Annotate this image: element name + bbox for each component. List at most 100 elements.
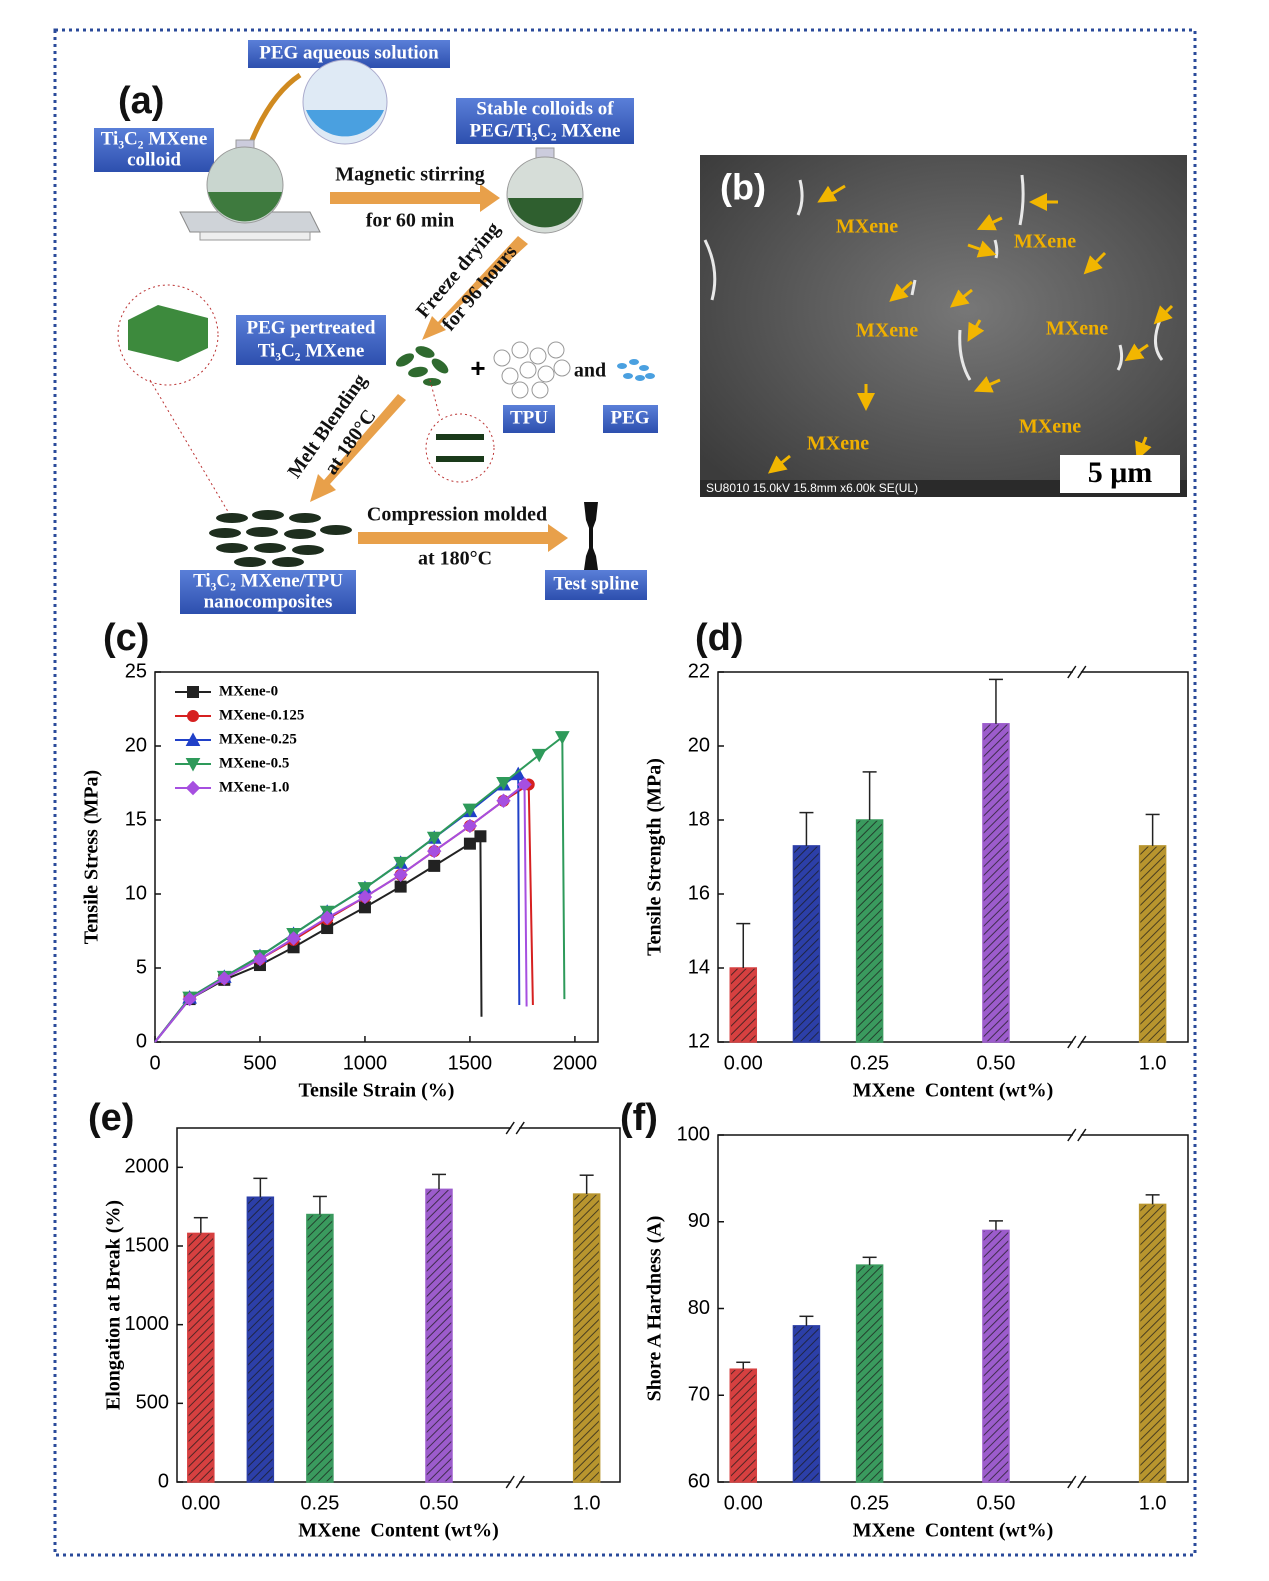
x-tick-label: 0.00: [724, 1492, 763, 1514]
legend-marker: [185, 780, 201, 796]
plot-frame: [717, 1134, 1189, 1483]
bar: [187, 1232, 215, 1483]
series-line: [154, 735, 566, 1043]
axis-break-gap: [511, 1479, 520, 1485]
y-tick-label: 0: [158, 1470, 169, 1492]
discs: [209, 510, 352, 567]
solution: [306, 110, 384, 137]
plot-frame: [154, 671, 599, 1043]
box-text: Stable colloids of: [476, 98, 614, 119]
marker: [357, 882, 373, 896]
annotation: MXene: [1046, 318, 1108, 340]
sem-image: [700, 155, 1187, 497]
bar: [792, 845, 821, 1043]
mxene-flakes: [395, 346, 449, 386]
box-text: Ti₃C₂ MXene: [258, 340, 365, 361]
bar: [982, 1229, 1010, 1483]
x-tick-label: 1.0: [573, 1492, 601, 1514]
box-text: TPU: [510, 407, 548, 428]
x-tick-label: 1.0: [1139, 1052, 1167, 1074]
axis-break-gap: [511, 1125, 520, 1131]
annotation: MXene: [807, 433, 869, 455]
step-text: Compression molded: [367, 504, 547, 526]
axis-break: [1067, 665, 1077, 679]
axis-break: [505, 1121, 515, 1135]
legend-marker: [185, 758, 201, 772]
y-tick-label: 18: [688, 808, 710, 830]
bar: [306, 1213, 334, 1483]
box-text: PEG aqueous solution: [259, 42, 439, 63]
x-tick-label: 0.50: [420, 1492, 459, 1514]
bar: [246, 1196, 275, 1483]
y-tick-label: 25: [125, 660, 147, 682]
marker: [510, 766, 526, 781]
y-tick-label: 10: [125, 882, 147, 904]
y-axis-label: Shore A Hardness (A): [644, 1216, 666, 1402]
axis-break-gap: [1072, 1039, 1081, 1045]
legend-marker: [185, 732, 201, 746]
y-axis-label: Tensile Stress (MPa): [81, 770, 103, 944]
axis-break-gap: [1072, 1132, 1081, 1138]
marker: [463, 837, 476, 850]
axis-break: [1077, 1035, 1087, 1049]
marker: [393, 856, 408, 871]
arrow: [422, 236, 528, 340]
x-tick-label: 1.0: [1139, 1492, 1167, 1514]
label-box: [545, 570, 647, 600]
y-tick-label: 80: [688, 1297, 710, 1319]
zoom-line: [429, 379, 441, 419]
series-line: [154, 782, 534, 1043]
marker: [496, 777, 511, 791]
y-tick-label: 500: [136, 1392, 169, 1414]
axis-break: [515, 1121, 525, 1135]
box-text: colloid: [127, 149, 181, 170]
legend-label: MXene-0.125: [219, 707, 304, 723]
y-tick-label: 14: [688, 956, 710, 978]
label-box: [236, 315, 386, 365]
bar: [572, 1193, 601, 1483]
label-box: [503, 405, 555, 433]
tpu-pellets: [493, 341, 571, 399]
label-box: [456, 98, 634, 144]
legend-marker: [187, 710, 199, 722]
marker: [394, 880, 407, 893]
x-tick-label: 2000: [553, 1052, 598, 1074]
marker: [427, 843, 442, 859]
bar: [1138, 1203, 1167, 1483]
bar: [855, 819, 884, 1043]
arrow: [330, 184, 500, 212]
x-tick-label: 0.00: [181, 1492, 220, 1514]
bar: [1138, 845, 1167, 1043]
marker: [319, 910, 335, 925]
panel-a: (a) PEG aqueous solution Ti₃C₂ MXene col…: [94, 40, 658, 614]
panel-b: (b) MXene MXene MXene MXene MXene MXene …: [700, 155, 1187, 497]
axis-break: [1067, 1035, 1077, 1049]
y-tick-label: 15: [125, 808, 147, 830]
panel-label: (d): [695, 617, 744, 659]
box-text: Ti₃C₂ MXene: [101, 128, 208, 149]
x-tick-label: 500: [243, 1052, 276, 1074]
y-tick-label: 100: [677, 1123, 710, 1145]
composite-block: [128, 305, 208, 362]
x-tick-label: 0: [149, 1052, 160, 1074]
y-tick-label: 12: [688, 1030, 710, 1052]
x-tick-label: 0.25: [850, 1492, 889, 1514]
marker: [474, 830, 487, 843]
box-text: PEG pertreated: [247, 317, 376, 338]
x-axis-label: MXene Content (wt%): [853, 1520, 1054, 1542]
marker: [357, 889, 373, 905]
marker: [462, 818, 478, 834]
stirrer-base: [199, 231, 311, 241]
axis-break: [515, 1475, 525, 1489]
axis-break: [1077, 1475, 1087, 1489]
layer: [436, 434, 484, 440]
axis-break: [1067, 1475, 1077, 1489]
y-tick-label: 22: [688, 660, 710, 682]
annotation: MXene: [1019, 416, 1081, 438]
marker: [217, 971, 232, 986]
bar: [729, 1368, 758, 1483]
y-tick-label: 0: [136, 1030, 147, 1052]
annotation: MXene: [836, 216, 898, 238]
colloid: [208, 192, 282, 222]
box-text: PEG: [610, 407, 649, 428]
